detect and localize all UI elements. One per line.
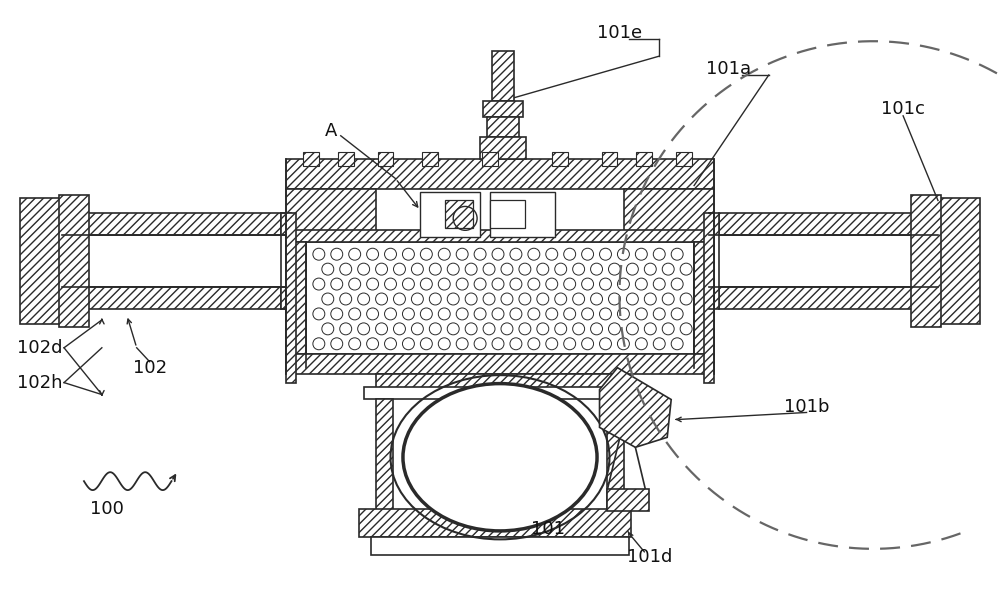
- Bar: [306, 242, 694, 354]
- Bar: [719, 213, 938, 235]
- Text: 100: 100: [90, 500, 124, 518]
- Bar: [364, 387, 636, 399]
- Bar: [709, 287, 719, 309]
- Bar: [709, 213, 719, 235]
- Bar: [286, 213, 296, 383]
- Bar: [286, 242, 306, 354]
- Bar: [303, 152, 319, 165]
- Text: 101a: 101a: [706, 60, 751, 78]
- Bar: [607, 399, 624, 516]
- Bar: [420, 192, 480, 237]
- Text: 101c: 101c: [881, 100, 925, 118]
- Bar: [445, 201, 473, 228]
- Bar: [483, 101, 523, 117]
- Bar: [490, 201, 525, 228]
- Bar: [719, 287, 938, 309]
- Bar: [624, 189, 714, 240]
- Bar: [607, 489, 649, 511]
- Bar: [62, 287, 281, 309]
- Bar: [281, 213, 291, 235]
- Bar: [704, 213, 714, 383]
- Text: A: A: [325, 122, 337, 140]
- Bar: [490, 192, 555, 237]
- Bar: [422, 152, 438, 165]
- Text: 101d: 101d: [627, 548, 672, 566]
- Bar: [62, 235, 281, 287]
- Bar: [371, 537, 629, 555]
- Ellipse shape: [403, 384, 597, 531]
- Bar: [62, 213, 281, 235]
- Text: 101e: 101e: [597, 24, 642, 42]
- Text: 101b: 101b: [784, 398, 829, 417]
- Bar: [286, 159, 714, 189]
- Bar: [376, 399, 393, 516]
- Bar: [911, 195, 941, 327]
- Bar: [59, 195, 89, 327]
- Text: 102: 102: [133, 359, 167, 377]
- Bar: [636, 152, 652, 165]
- Bar: [378, 152, 393, 165]
- Text: 102d: 102d: [17, 338, 63, 357]
- Bar: [938, 198, 980, 324]
- Bar: [286, 354, 714, 374]
- Bar: [676, 152, 692, 165]
- Bar: [281, 287, 291, 309]
- Bar: [286, 189, 376, 240]
- Bar: [492, 51, 514, 101]
- Bar: [359, 509, 631, 537]
- Bar: [482, 152, 498, 165]
- Bar: [719, 235, 938, 287]
- Bar: [376, 374, 624, 387]
- Bar: [20, 198, 62, 324]
- Bar: [602, 152, 617, 165]
- Text: 101: 101: [531, 520, 565, 538]
- Bar: [480, 137, 526, 159]
- Bar: [487, 117, 519, 137]
- Bar: [694, 242, 714, 354]
- Bar: [338, 152, 354, 165]
- Bar: [552, 152, 568, 165]
- Polygon shape: [600, 368, 671, 447]
- Text: 102h: 102h: [17, 374, 63, 392]
- Bar: [286, 230, 714, 242]
